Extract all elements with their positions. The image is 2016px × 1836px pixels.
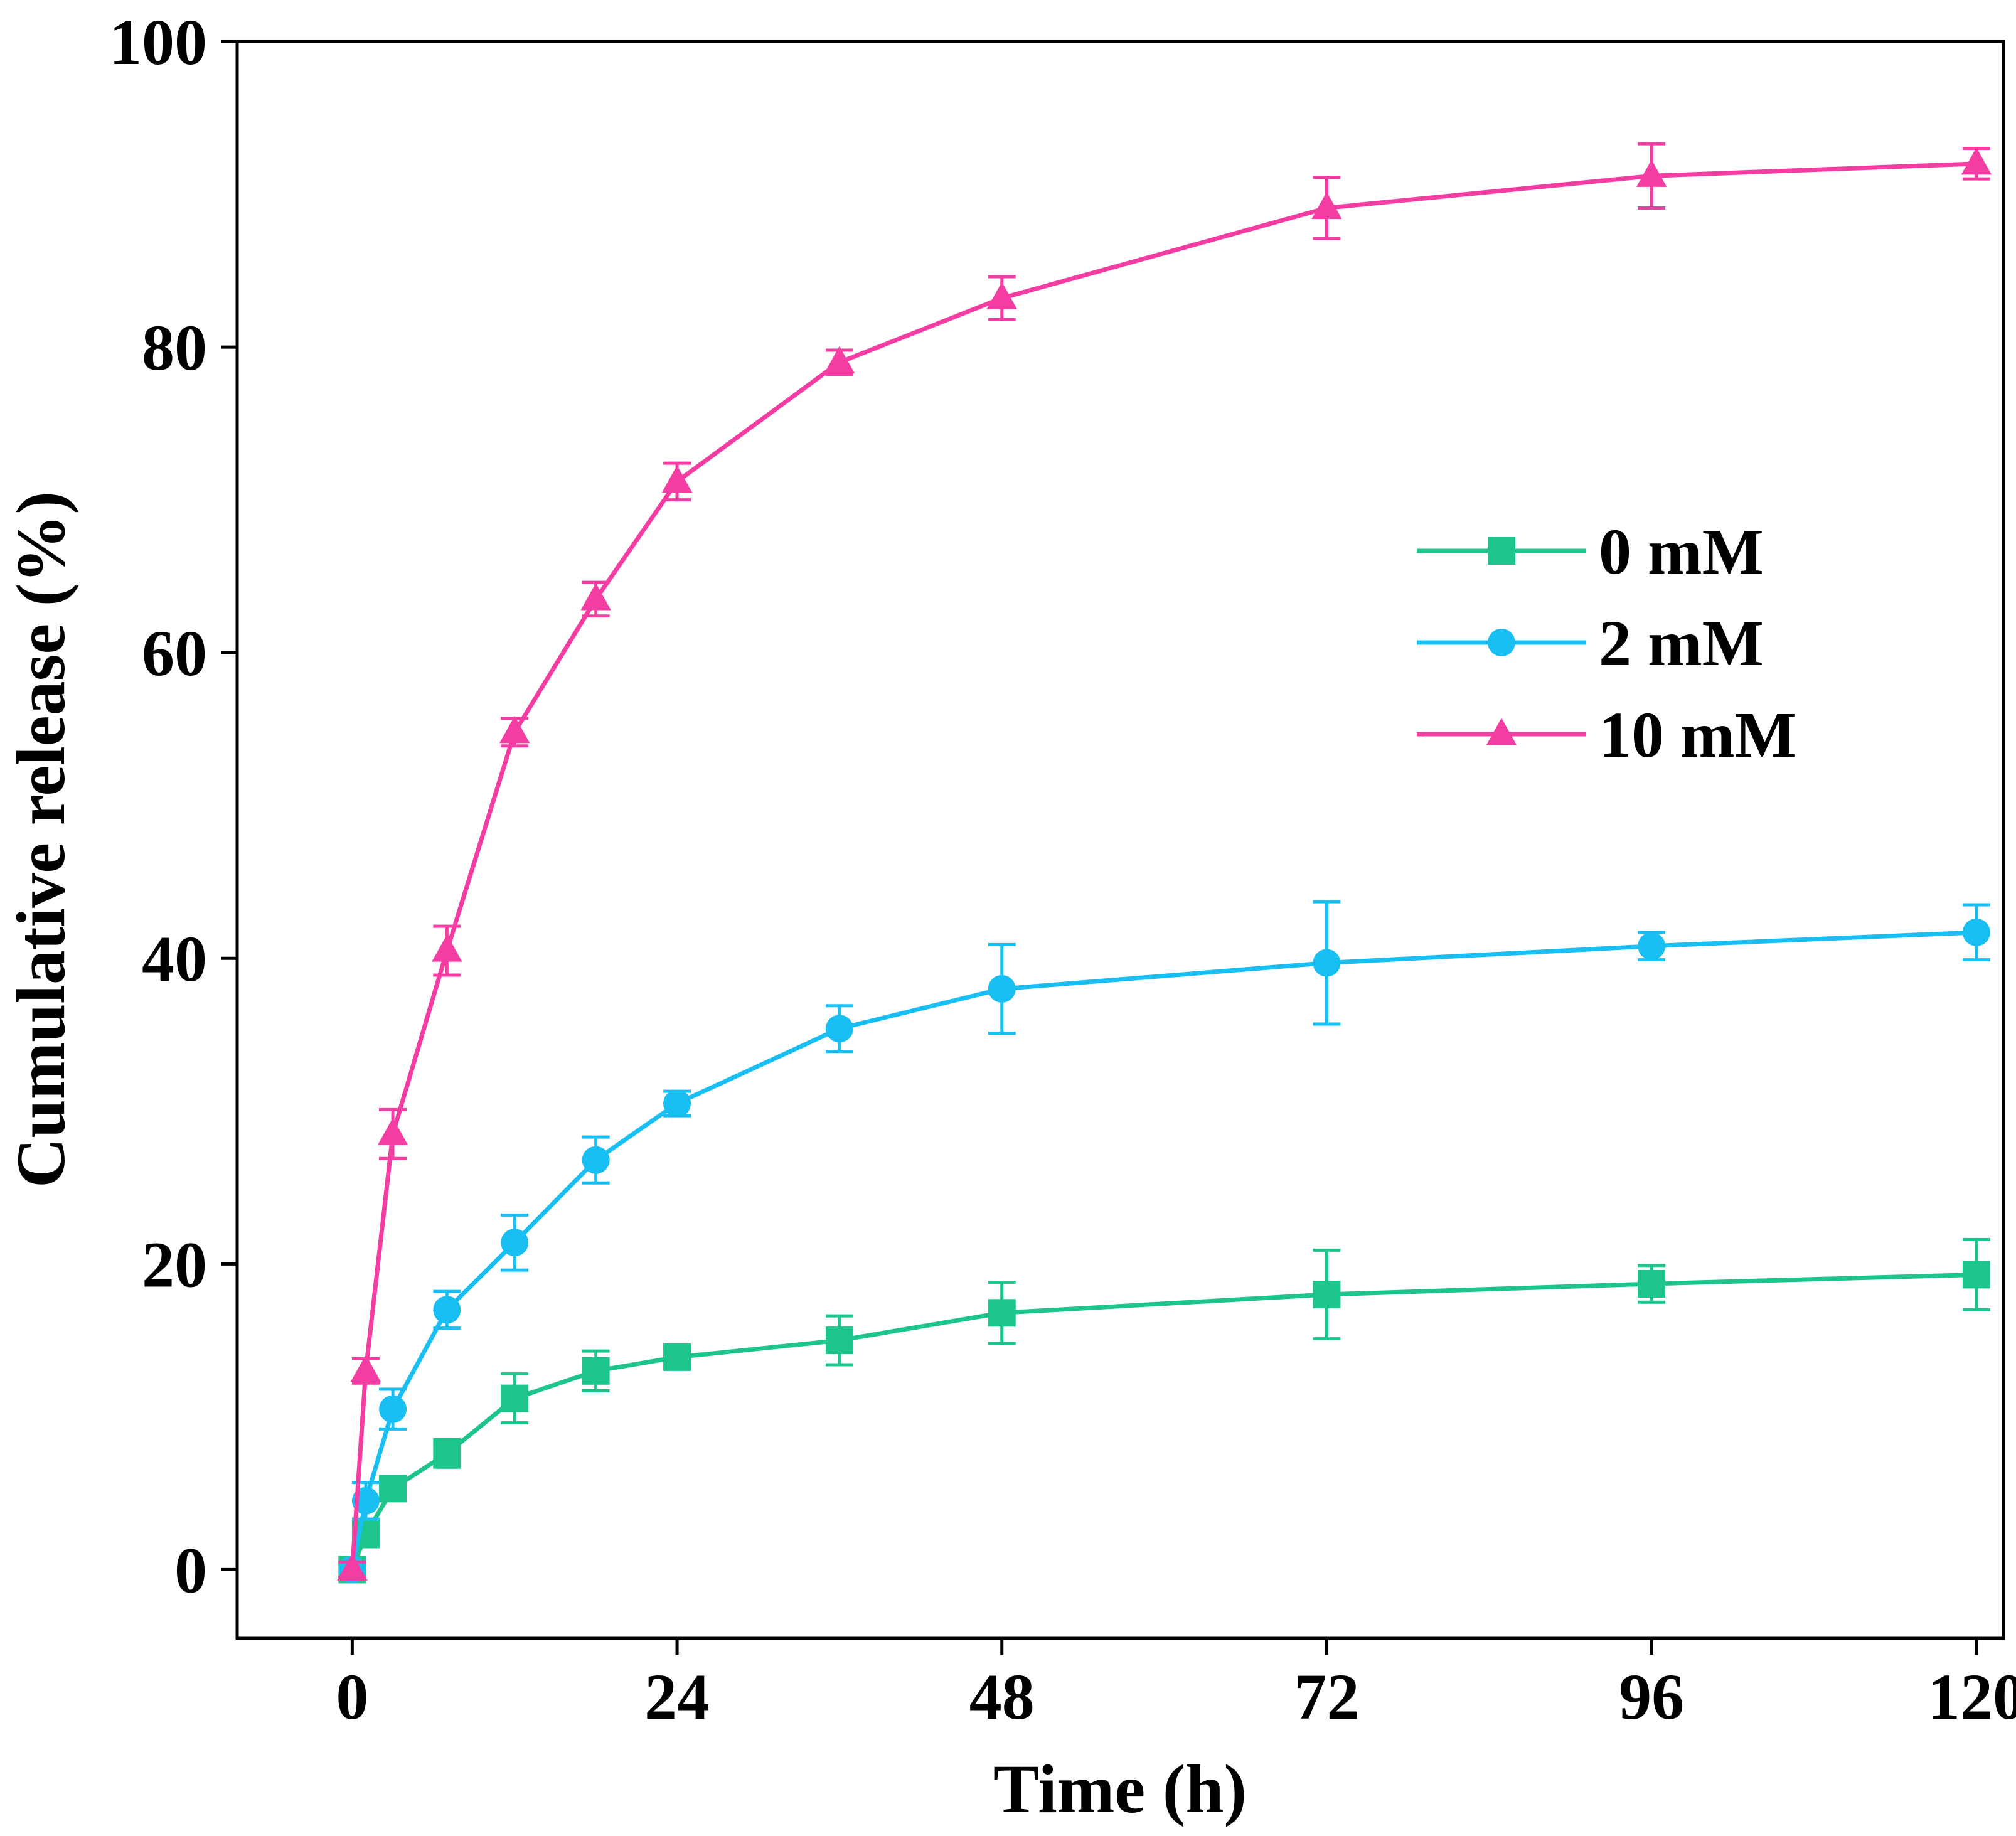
series-10-mm <box>337 142 1992 1581</box>
data-point <box>432 934 462 962</box>
series-line <box>349 930 1977 1571</box>
y-axis: 0 20 40 60 80 100 <box>109 6 237 1606</box>
data-point <box>582 1357 610 1385</box>
data-point <box>501 1229 529 1257</box>
data-point <box>1313 949 1341 977</box>
data-point <box>988 1299 1016 1327</box>
x-tick-label: 72 <box>1294 1661 1359 1733</box>
data-point <box>986 282 1017 309</box>
data-point <box>1313 1281 1341 1309</box>
legend-marker <box>1488 537 1515 565</box>
data-point <box>1961 147 1992 175</box>
data-point <box>1636 159 1667 187</box>
data-point <box>433 1439 461 1468</box>
series-0-mm <box>338 1237 1990 1584</box>
data-point <box>337 1553 368 1581</box>
x-tick-label: 0 <box>336 1661 368 1733</box>
y-tick-label: 20 <box>142 1229 207 1301</box>
data-point <box>501 1384 529 1412</box>
data-point <box>499 715 530 744</box>
data-point <box>825 1326 853 1355</box>
legend-entry-2-mm: 2 mM <box>1417 607 1764 680</box>
x-tick-label: 96 <box>1619 1661 1684 1733</box>
legend-marker <box>1488 629 1515 656</box>
data-point <box>377 1118 408 1145</box>
legend-label: 2 mM <box>1599 607 1764 680</box>
data-point <box>824 346 855 373</box>
data-point <box>1311 191 1342 220</box>
y-tick-label: 40 <box>142 923 207 995</box>
series-line <box>349 161 1976 1570</box>
legend-marker <box>1486 718 1517 745</box>
x-tick-label: 120 <box>1928 1661 2016 1733</box>
data-point <box>1962 918 1990 946</box>
y-tick-label: 0 <box>174 1534 207 1606</box>
data-point <box>1638 932 1666 960</box>
data-point <box>1962 1261 1990 1289</box>
data-point <box>988 974 1016 1003</box>
x-tick-label: 48 <box>969 1661 1035 1733</box>
data-point <box>379 1475 407 1503</box>
y-tick-label: 80 <box>142 312 207 384</box>
data-point <box>825 1015 853 1043</box>
data-point <box>580 583 611 611</box>
data-point <box>663 1089 691 1118</box>
y-tick-label: 100 <box>109 6 207 78</box>
series-layer <box>337 142 1992 1584</box>
plot-frame <box>235 40 2005 1640</box>
legend: 0 mM 2 mM 10 mM <box>1417 516 1796 771</box>
legend-entry-10-mm: 10 mM <box>1417 699 1796 771</box>
data-point <box>661 465 693 493</box>
x-axis-title: Time (h) <box>993 1751 1247 1827</box>
legend-label: 10 mM <box>1599 699 1796 771</box>
data-point <box>433 1296 461 1324</box>
legend-label: 0 mM <box>1599 516 1764 588</box>
y-axis-title: Cumulative release (%) <box>3 491 79 1188</box>
data-point <box>1638 1269 1666 1298</box>
legend-entry-0-mm: 0 mM <box>1417 516 1764 588</box>
y-tick-label: 60 <box>142 617 207 690</box>
data-point <box>379 1395 407 1423</box>
data-point <box>350 1354 381 1382</box>
data-point <box>663 1343 691 1371</box>
x-axis: 0 24 48 72 96 120 <box>336 1638 2016 1733</box>
x-tick-label: 24 <box>644 1661 710 1733</box>
data-point <box>582 1146 610 1174</box>
